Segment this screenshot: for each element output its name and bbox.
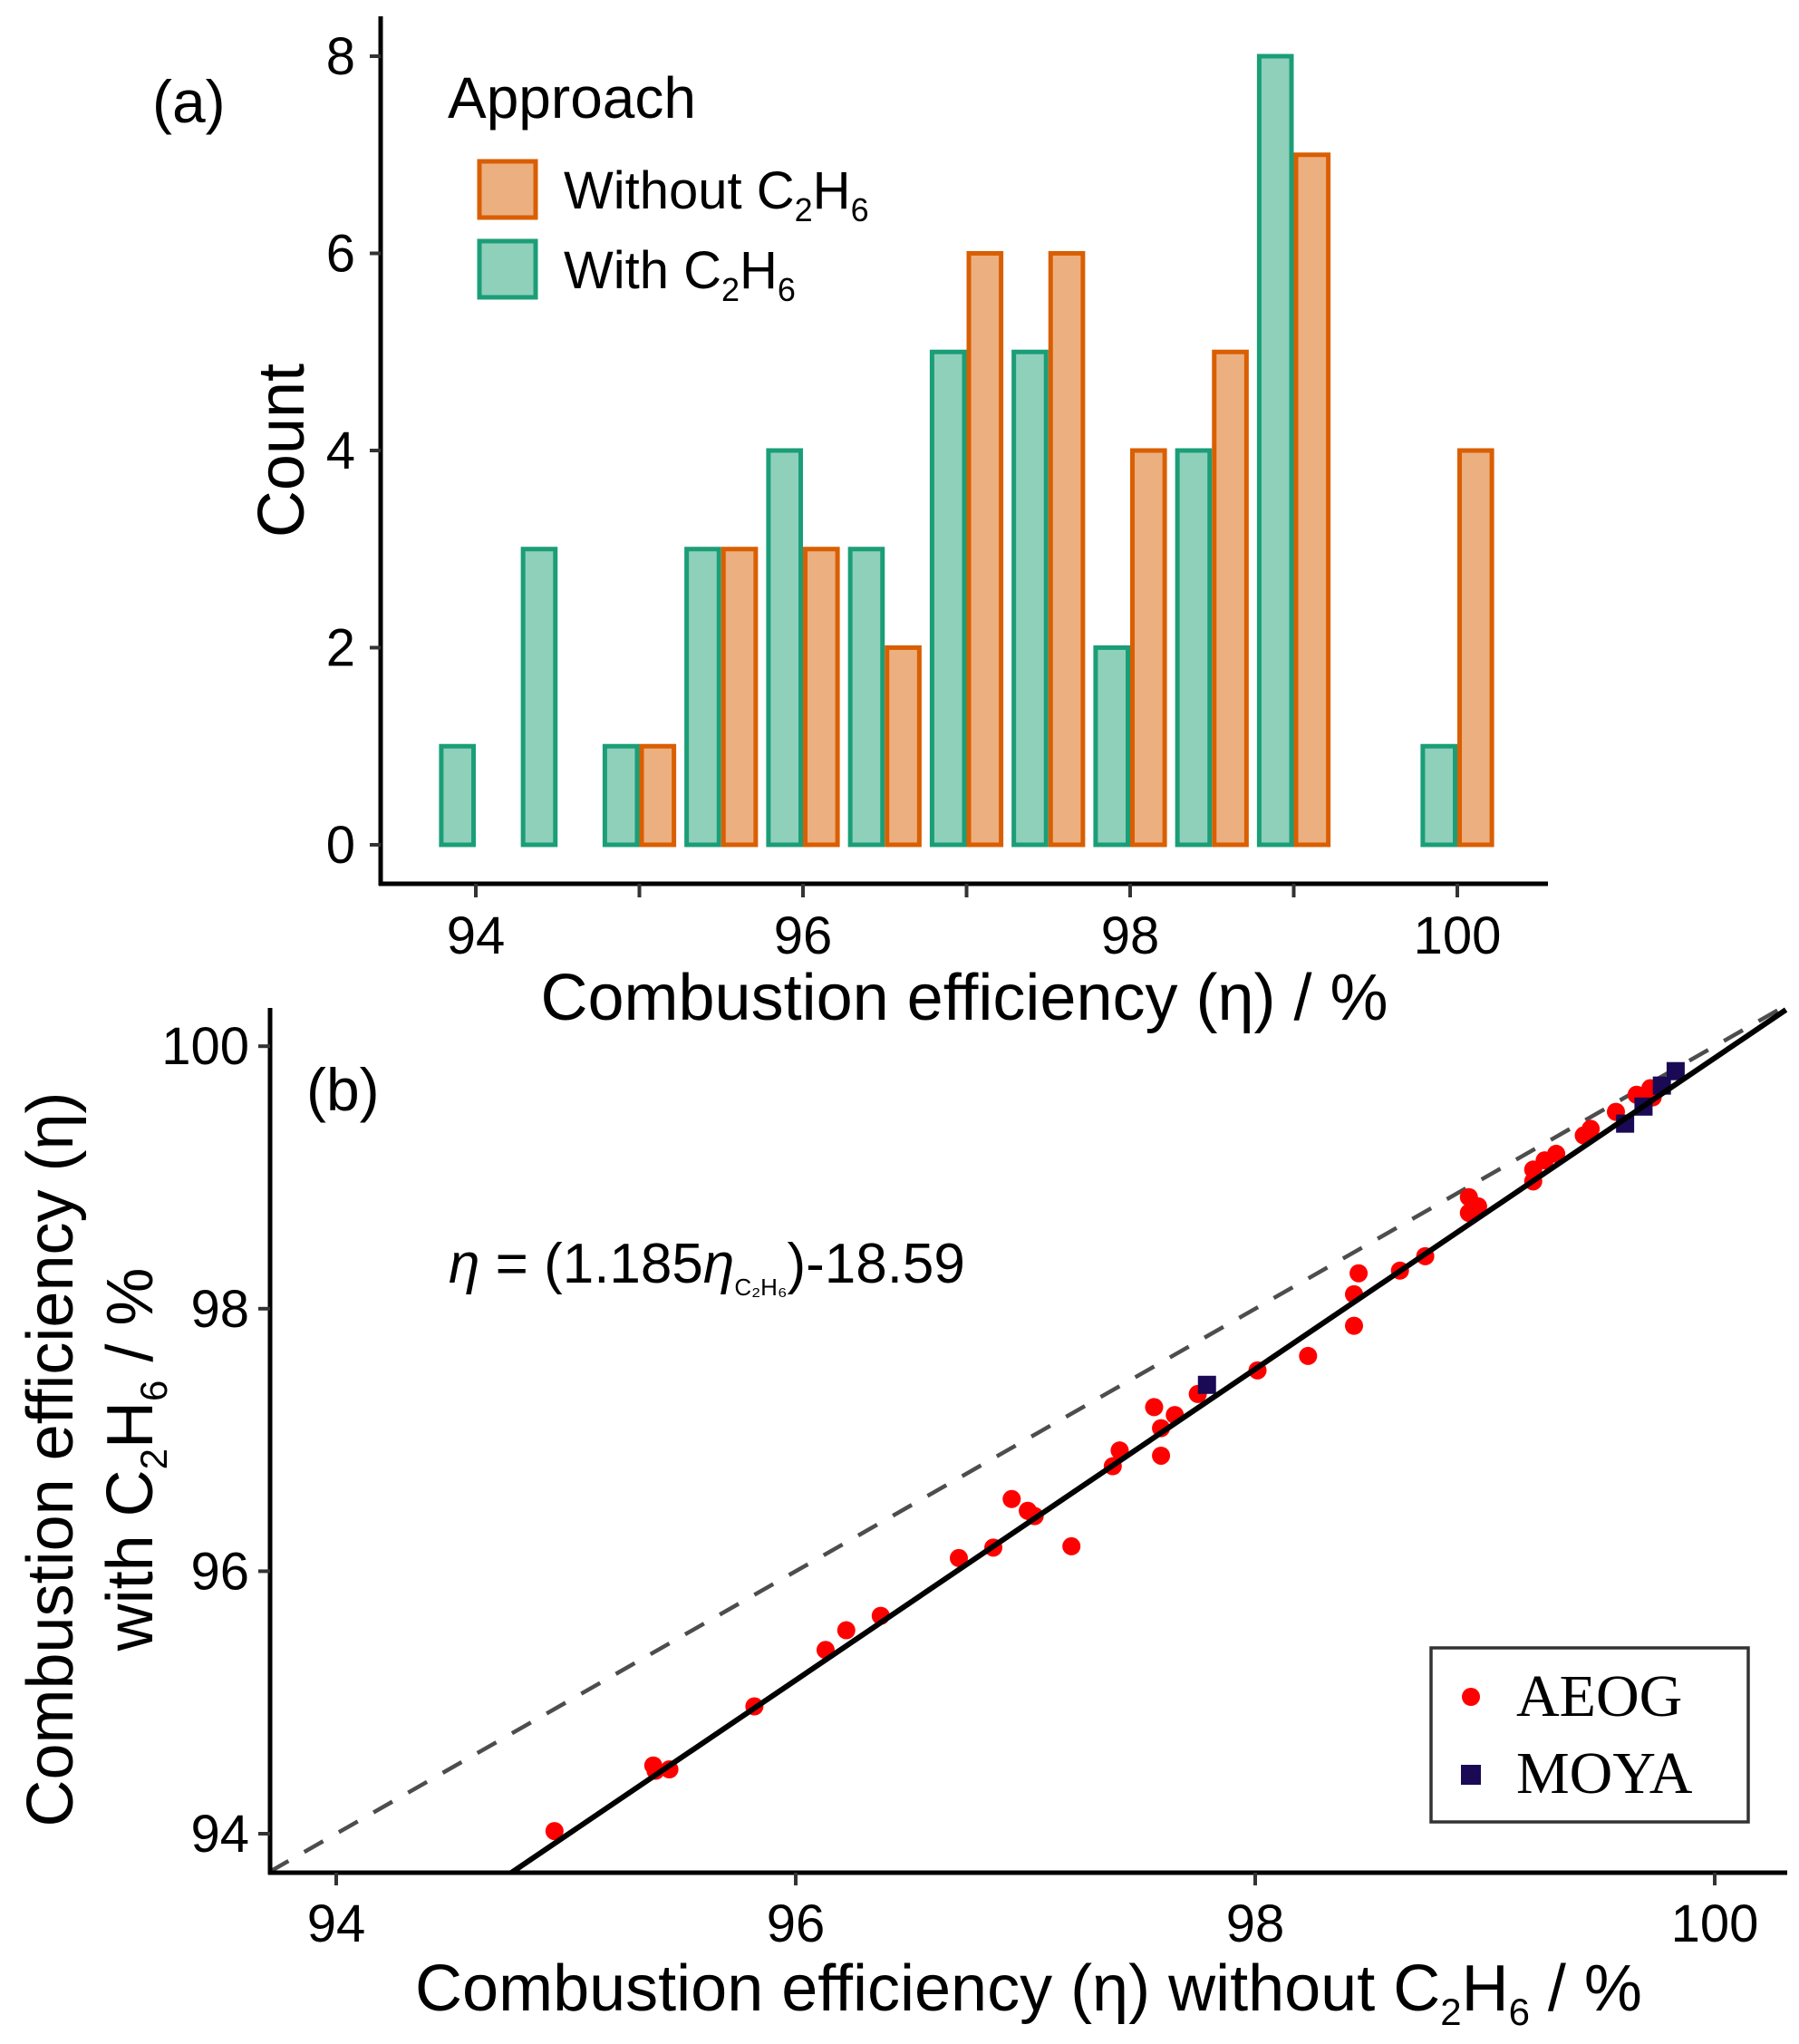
legend-title: Approach: [448, 65, 696, 131]
panel-label-b: (b): [306, 1056, 380, 1123]
panel-b-scatter: (b) 94 96 98 100 94 96 98 100 η = (1.185ηC₂H₆)…: [15, 1006, 1788, 2033]
y-tick-label-2: 2: [326, 619, 355, 678]
x-tick-label-98: 98: [1226, 1894, 1285, 1953]
x-tick-label-98: 98: [1101, 906, 1160, 965]
y-tick-label-100: 100: [161, 1017, 249, 1076]
bar-with-c2h6-98.5: [1175, 448, 1213, 848]
scatter-y-axis-title: Combustion efficiency (η) with C2H6 / %: [15, 1091, 175, 1826]
x-tick-label-96: 96: [767, 1894, 826, 1953]
y-tick-label-4: 4: [326, 421, 355, 480]
regression-equation: η = (1.185ηC₂H₆)-18.59: [449, 1233, 965, 1301]
bar-without-c2h6-98: [1130, 448, 1167, 848]
bar-with-c2h6-97.5: [1011, 349, 1049, 848]
point-moya-0: [1197, 1375, 1216, 1394]
point-aeog-16: [1145, 1398, 1164, 1417]
x-tick-label-100: 100: [1671, 1894, 1759, 1953]
point-aeog-0: [545, 1822, 564, 1841]
bar-with-c2h6-95.5: [684, 547, 721, 848]
scatter-y-axis-title-line1: Combustion efficiency (η): [15, 1091, 87, 1826]
histogram-x-ticks: 94 96 98 100: [447, 884, 1502, 965]
bar-with-c2h6-96.5: [847, 547, 885, 848]
scatter-y-ticks: 94 96 98 100: [161, 1017, 270, 1864]
point-aeog-17: [1152, 1446, 1171, 1465]
legend-marker-moya: [1461, 1765, 1481, 1785]
point-aeog-6: [837, 1621, 856, 1640]
bar-without-c2h6-96.5: [885, 645, 922, 848]
bar-with-c2h6-94: [439, 743, 477, 848]
point-moya-4: [1666, 1061, 1685, 1080]
bar-without-c2h6-97.5: [1048, 251, 1086, 848]
histogram-y-axis-title: Count: [246, 363, 318, 538]
legend-swatch-with-c2h6: [477, 238, 538, 300]
point-aeog-36: [1581, 1119, 1601, 1138]
scatter-legend: AEOG MOYA: [1429, 1646, 1750, 1824]
scatter-legend-box: [1429, 1646, 1750, 1824]
panel-a-histogram: (a) 0 2 4 6 8 94 96 98 100 Count Combustion eff…: [152, 16, 1548, 1034]
bar-with-c2h6-98: [1093, 645, 1130, 848]
y-tick-label-8: 8: [326, 27, 355, 86]
bar-without-c2h6-97: [966, 251, 1004, 848]
x-tick-label-100: 100: [1414, 906, 1502, 965]
identity-line: [270, 1006, 1787, 1874]
bar-without-c2h6-96: [803, 547, 840, 848]
bar-without-c2h6-98.5: [1212, 349, 1249, 848]
scatter-x-ticks: 94 96 98 100: [307, 1873, 1759, 1953]
bar-with-c2h6-99: [1256, 53, 1294, 848]
scatter-x-axis-title: Combustion efficiency (η) without C2H6 /…: [415, 1952, 1642, 2033]
bar-with-c2h6-96: [766, 448, 804, 848]
point-aeog-34: [1547, 1144, 1566, 1163]
y-tick-label-98: 98: [190, 1280, 249, 1339]
histogram-legend: Approach Without C2H6 With C2H6: [448, 65, 869, 308]
y-tick-label-0: 0: [326, 816, 355, 875]
point-aeog-8: [949, 1548, 968, 1567]
legend-label-moya: MOYA: [1516, 1740, 1693, 1807]
point-aeog-25: [1349, 1264, 1369, 1283]
regression-line: [508, 1007, 1788, 1874]
bar-without-c2h6-100: [1457, 448, 1494, 848]
point-aeog-22: [1299, 1346, 1318, 1365]
point-aeog-13: [1062, 1536, 1081, 1555]
bar-with-c2h6-94.5: [520, 547, 558, 848]
y-tick-label-96: 96: [190, 1542, 249, 1601]
y-tick-label-6: 6: [326, 225, 355, 284]
histogram-y-ticks: 0 2 4 6 8: [326, 27, 381, 875]
panel-label-a: (a): [152, 68, 226, 135]
point-aeog-30: [1468, 1196, 1487, 1216]
bar-with-c2h6-100: [1420, 743, 1457, 848]
x-tick-label-94: 94: [307, 1894, 366, 1953]
x-tick-label-94: 94: [447, 906, 506, 965]
legend-label-with-c2h6: With C2H6: [564, 241, 796, 308]
histogram-x-axis-title: Combustion efficiency (η) / %: [540, 962, 1388, 1034]
bar-without-c2h6-95.5: [721, 547, 759, 848]
bar-without-c2h6-99: [1293, 152, 1331, 848]
bar-with-c2h6-95: [602, 743, 640, 848]
scatter-y-axis-title-line2: with C2H6 / %: [94, 1268, 175, 1652]
legend-label-without-c2h6: Without C2H6: [564, 161, 869, 228]
bar-without-c2h6-95: [639, 743, 677, 848]
bar-with-c2h6-97: [929, 349, 967, 848]
legend-marker-aeog: [1462, 1688, 1480, 1706]
x-tick-label-96: 96: [774, 906, 833, 965]
legend-swatch-without-c2h6: [477, 159, 538, 220]
point-aeog-23: [1345, 1316, 1364, 1335]
y-tick-label-94: 94: [190, 1805, 249, 1864]
histogram-bars: [439, 53, 1494, 848]
legend-label-aeog: AEOG: [1516, 1663, 1682, 1729]
point-aeog-10: [1002, 1489, 1021, 1508]
